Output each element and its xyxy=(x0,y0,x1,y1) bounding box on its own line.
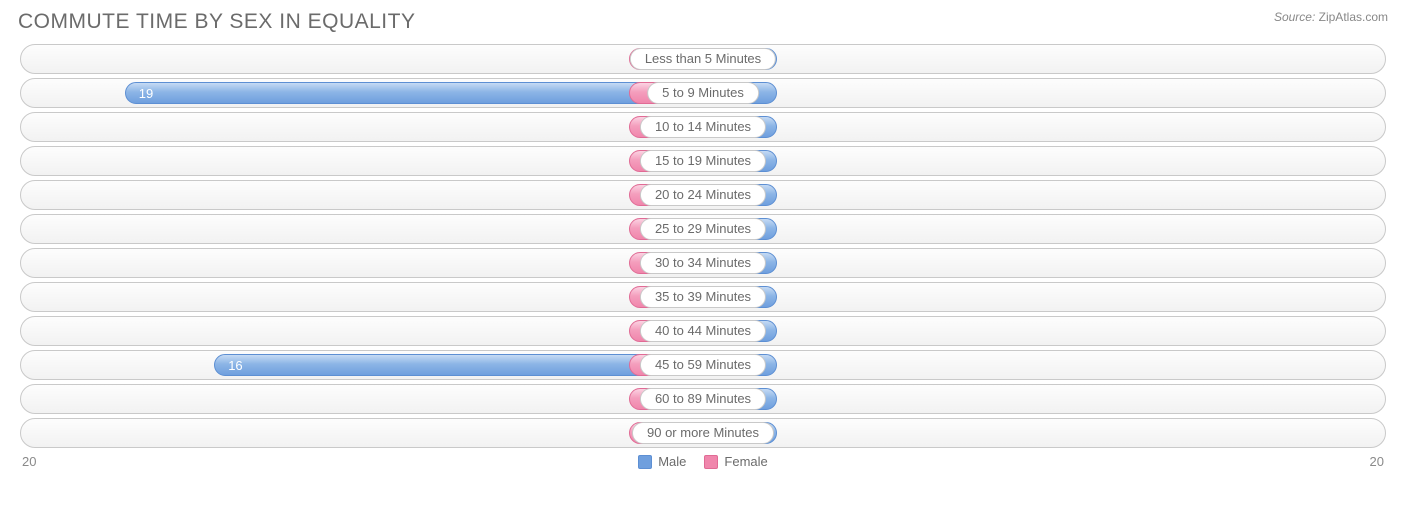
value-male: 0 xyxy=(21,283,691,312)
value-male: 0 xyxy=(21,45,691,74)
legend-swatch-male xyxy=(638,455,652,469)
chart-row: 45 to 59 Minutes160 xyxy=(20,350,1386,380)
category-label: 30 to 34 Minutes xyxy=(640,252,766,274)
chart-row: 60 to 89 Minutes00 xyxy=(20,384,1386,414)
chart-rows: Less than 5 Minutes005 to 9 Minutes19010… xyxy=(18,44,1388,448)
chart-row: 10 to 14 Minutes00 xyxy=(20,112,1386,142)
axis-max-right: 20 xyxy=(1370,454,1384,469)
category-label: 20 to 24 Minutes xyxy=(640,184,766,206)
chart-header: COMMUTE TIME BY SEX IN EQUALITY Source: … xyxy=(18,10,1388,34)
category-label: 35 to 39 Minutes xyxy=(640,286,766,308)
legend-label-male: Male xyxy=(658,454,686,469)
category-label: 40 to 44 Minutes xyxy=(640,320,766,342)
value-male: 0 xyxy=(21,385,691,414)
category-label: 5 to 9 Minutes xyxy=(647,82,759,104)
legend-item-female: Female xyxy=(704,454,767,469)
chart-row: 90 or more Minutes00 xyxy=(20,418,1386,448)
chart-row: Less than 5 Minutes00 xyxy=(20,44,1386,74)
legend-swatch-female xyxy=(704,455,718,469)
chart-row: 30 to 34 Minutes00 xyxy=(20,248,1386,278)
legend-item-male: Male xyxy=(638,454,686,469)
category-label: 60 to 89 Minutes xyxy=(640,388,766,410)
source-name: ZipAtlas.com xyxy=(1319,10,1388,24)
chart-container: COMMUTE TIME BY SEX IN EQUALITY Source: … xyxy=(0,0,1406,522)
value-male: 0 xyxy=(21,113,691,142)
category-label: 45 to 59 Minutes xyxy=(640,354,766,376)
legend-label-female: Female xyxy=(724,454,767,469)
category-label: 15 to 19 Minutes xyxy=(640,150,766,172)
chart-row: 35 to 39 Minutes00 xyxy=(20,282,1386,312)
value-male: 0 xyxy=(21,147,691,176)
category-label: 90 or more Minutes xyxy=(632,422,774,444)
chart-row: 20 to 24 Minutes00 xyxy=(20,180,1386,210)
chart-source: Source: ZipAtlas.com xyxy=(1274,10,1388,24)
axis-max-left: 20 xyxy=(22,454,36,469)
value-male: 0 xyxy=(21,215,691,244)
value-male: 0 xyxy=(21,317,691,346)
chart-title: COMMUTE TIME BY SEX IN EQUALITY xyxy=(18,10,415,34)
chart-row: 25 to 29 Minutes00 xyxy=(20,214,1386,244)
chart-footer: 20 Male Female 20 xyxy=(18,454,1388,469)
chart-row: 5 to 9 Minutes190 xyxy=(20,78,1386,108)
category-label: Less than 5 Minutes xyxy=(630,48,776,70)
value-male: 0 xyxy=(21,249,691,278)
legend: Male Female xyxy=(638,454,768,469)
source-label: Source: xyxy=(1274,10,1315,24)
chart-row: 40 to 44 Minutes00 xyxy=(20,316,1386,346)
chart-row: 15 to 19 Minutes00 xyxy=(20,146,1386,176)
value-male: 19 xyxy=(125,79,185,108)
value-male: 0 xyxy=(21,419,691,448)
category-label: 25 to 29 Minutes xyxy=(640,218,766,240)
value-male: 16 xyxy=(214,351,274,380)
value-male: 0 xyxy=(21,181,691,210)
category-label: 10 to 14 Minutes xyxy=(640,116,766,138)
